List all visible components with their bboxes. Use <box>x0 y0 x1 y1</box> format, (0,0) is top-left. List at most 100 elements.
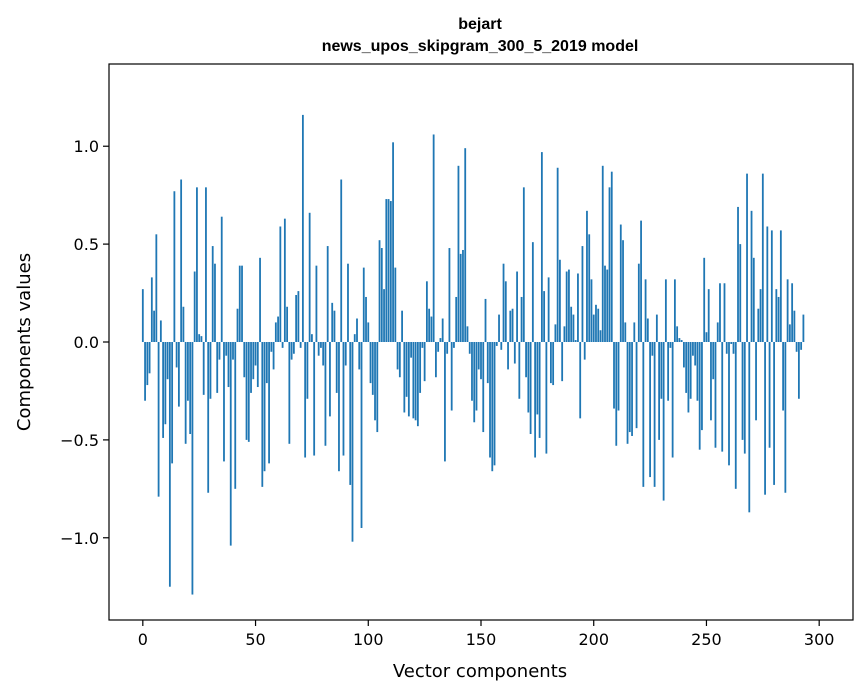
bar-205 <box>604 265 606 342</box>
bar-93 <box>351 342 354 542</box>
bar-71 <box>301 114 304 343</box>
bar-261 <box>730 342 733 344</box>
bar-173 <box>531 242 534 342</box>
bar-109 <box>387 199 390 342</box>
bar-131 <box>437 342 440 352</box>
bar-231 <box>662 342 665 501</box>
bar-203 <box>599 330 602 342</box>
bar-112 <box>394 267 397 342</box>
y-tick-label: −0.5 <box>60 431 99 450</box>
bar-263 <box>734 342 737 489</box>
bar-76 <box>313 342 316 456</box>
bar-26 <box>200 336 203 342</box>
bar-5 <box>153 310 155 342</box>
bar-154 <box>489 342 491 458</box>
bar-292 <box>800 342 803 350</box>
x-axis-label: Vector components <box>393 661 567 682</box>
x-tick-label: 100 <box>353 630 384 649</box>
bar-216 <box>628 342 631 433</box>
bar-32 <box>214 263 216 342</box>
bar-2 <box>146 342 149 386</box>
bar-137 <box>450 342 453 411</box>
bar-158 <box>498 314 500 342</box>
bar-175 <box>536 342 539 415</box>
bar-75 <box>311 334 313 342</box>
bar-101 <box>369 342 372 384</box>
bar-177 <box>540 152 543 342</box>
bar-80 <box>322 342 325 366</box>
bar-198 <box>588 234 591 342</box>
bar-133 <box>441 318 444 342</box>
bar-287 <box>788 324 791 342</box>
bar-250 <box>705 332 708 342</box>
bar-201 <box>595 304 597 342</box>
bar-61 <box>279 226 282 342</box>
bar-151 <box>482 342 485 433</box>
bar-23 <box>193 271 196 342</box>
x-tick-label: 50 <box>245 630 265 649</box>
bar-49 <box>252 342 255 380</box>
bar-169 <box>522 187 525 342</box>
bar-185 <box>559 259 561 342</box>
bar-113 <box>396 342 399 370</box>
bar-54 <box>263 342 266 472</box>
x-axis-ticks: 0 50 100 150 200 250 300 <box>138 620 834 649</box>
bar-183 <box>554 324 557 342</box>
bar-33 <box>216 342 219 393</box>
bar-272 <box>755 342 757 421</box>
bar-240 <box>683 342 685 368</box>
bar-244 <box>692 342 694 356</box>
bar-206 <box>606 269 609 342</box>
bar-274 <box>759 289 762 342</box>
bar-276 <box>764 342 766 495</box>
bar-57 <box>270 342 273 352</box>
bar-87 <box>338 342 340 472</box>
y-tick-label: −1.0 <box>60 529 99 548</box>
bar-246 <box>696 342 699 401</box>
bar-67 <box>292 342 295 354</box>
bar-188 <box>565 271 568 342</box>
y-tick-label: 0.5 <box>74 235 99 254</box>
bar-122 <box>416 342 419 427</box>
bar-142 <box>462 249 464 342</box>
bar-269 <box>748 342 751 513</box>
bar-196 <box>583 342 586 360</box>
bar-60 <box>277 316 279 342</box>
bar-41 <box>234 342 237 489</box>
bar-281 <box>775 289 778 342</box>
bar-214 <box>624 322 627 342</box>
bar-51 <box>256 342 259 388</box>
bar-59 <box>274 322 277 342</box>
bar-36 <box>223 342 225 462</box>
bar-197 <box>586 210 588 342</box>
bar-194 <box>579 342 582 419</box>
bar-115 <box>401 310 403 342</box>
bar-230 <box>660 342 663 399</box>
bar-86 <box>335 342 338 393</box>
bar-290 <box>795 342 798 352</box>
bar-235 <box>671 342 674 458</box>
bar-74 <box>308 212 311 342</box>
bar-219 <box>635 342 638 429</box>
bar-247 <box>698 342 701 450</box>
bar-70 <box>299 342 302 348</box>
bar-284 <box>782 342 785 411</box>
bar-223 <box>644 279 647 342</box>
bar-268 <box>746 173 748 342</box>
bar-218 <box>633 322 636 342</box>
bar-17 <box>180 179 183 342</box>
bar-3 <box>148 342 151 374</box>
bar-187 <box>563 326 566 342</box>
bar-91 <box>347 263 349 342</box>
bar-189 <box>568 269 570 342</box>
bar-52 <box>259 257 261 342</box>
bar-46 <box>245 342 248 440</box>
bar-45 <box>243 342 246 378</box>
bar-275 <box>761 173 764 342</box>
bar-140 <box>457 165 460 342</box>
bar-256 <box>719 283 721 342</box>
bar-127 <box>428 308 431 342</box>
bar-126 <box>425 281 428 342</box>
bar-166 <box>516 271 518 342</box>
